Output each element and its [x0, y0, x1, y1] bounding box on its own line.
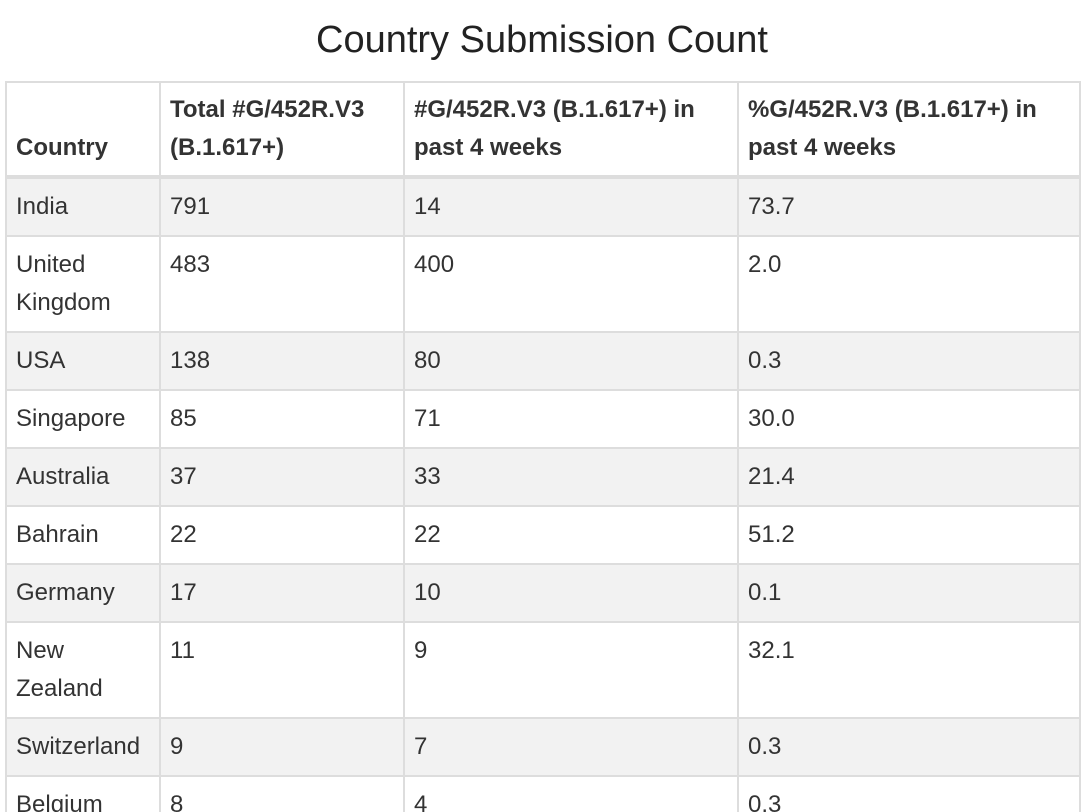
country-cell: Bahrain [5, 505, 161, 565]
country-cell: Germany [5, 563, 161, 623]
page-title: Country Submission Count [316, 19, 768, 61]
value-cell: 9 [403, 621, 739, 719]
table-row: Belgium 8 4 0.3 [5, 775, 1081, 812]
table-body: India 791 14 73.7 United Kingdom 483 400 2.0 USA… [5, 176, 1081, 812]
value-cell: 30.0 [737, 389, 1081, 449]
value-cell: 791 [159, 176, 405, 237]
value-cell: 0.1 [737, 563, 1081, 623]
column-header: #G/452R.V3 (B.1.617+) in past 4 weeks [403, 81, 739, 179]
country-cell: New Zealand [5, 621, 161, 719]
table-row: Australia 37 33 21.4 [5, 447, 1081, 507]
table-row: India 791 14 73.7 [5, 176, 1081, 237]
column-header: %G/452R.V3 (B.1.617+) in past 4 weeks [737, 81, 1081, 179]
table-row: Germany 17 10 0.1 [5, 563, 1081, 623]
value-cell: 21.4 [737, 447, 1081, 507]
table-row: Singapore 85 71 30.0 [5, 389, 1081, 449]
table-row: United Kingdom 483 400 2.0 [5, 235, 1081, 333]
value-cell: 73.7 [737, 176, 1081, 237]
value-cell: 483 [159, 235, 405, 333]
table-row: New Zealand 11 9 32.1 [5, 621, 1081, 719]
value-cell: 51.2 [737, 505, 1081, 565]
value-cell: 400 [403, 235, 739, 333]
column-header: Country [5, 81, 161, 179]
value-cell: 4 [403, 775, 739, 812]
value-cell: 9 [159, 717, 405, 777]
value-cell: 138 [159, 331, 405, 391]
value-cell: 80 [403, 331, 739, 391]
country-cell: India [5, 176, 161, 237]
value-cell: 22 [159, 505, 405, 565]
country-cell: Switzerland [5, 717, 161, 777]
value-cell: 14 [403, 176, 739, 237]
column-header: Total #G/452R.V3 (B.1.617+) [159, 81, 405, 179]
value-cell: 22 [403, 505, 739, 565]
country-cell: Singapore [5, 389, 161, 449]
table-row: Bahrain 22 22 51.2 [5, 505, 1081, 565]
country-cell: USA [5, 331, 161, 391]
value-cell: 0.3 [737, 331, 1081, 391]
value-cell: 7 [403, 717, 739, 777]
value-cell: 37 [159, 447, 405, 507]
value-cell: 8 [159, 775, 405, 812]
country-cell: Australia [5, 447, 161, 507]
value-cell: 32.1 [737, 621, 1081, 719]
value-cell: 2.0 [737, 235, 1081, 333]
value-cell: 85 [159, 389, 405, 449]
submission-table: Country Total #G/452R.V3 (B.1.617+) #G/452… [5, 81, 1081, 812]
country-cell: Belgium [5, 775, 161, 812]
value-cell: 71 [403, 389, 739, 449]
value-cell: 33 [403, 447, 739, 507]
table-row: Switzerland 9 7 0.3 [5, 717, 1081, 777]
country-cell: United Kingdom [5, 235, 161, 333]
table-row: USA 138 80 0.3 [5, 331, 1081, 391]
value-cell: 10 [403, 563, 739, 623]
header-row: Country Total #G/452R.V3 (B.1.617+) #G/452… [5, 81, 1081, 179]
value-cell: 11 [159, 621, 405, 719]
value-cell: 0.3 [737, 717, 1081, 777]
value-cell: 17 [159, 563, 405, 623]
value-cell: 0.3 [737, 775, 1081, 812]
